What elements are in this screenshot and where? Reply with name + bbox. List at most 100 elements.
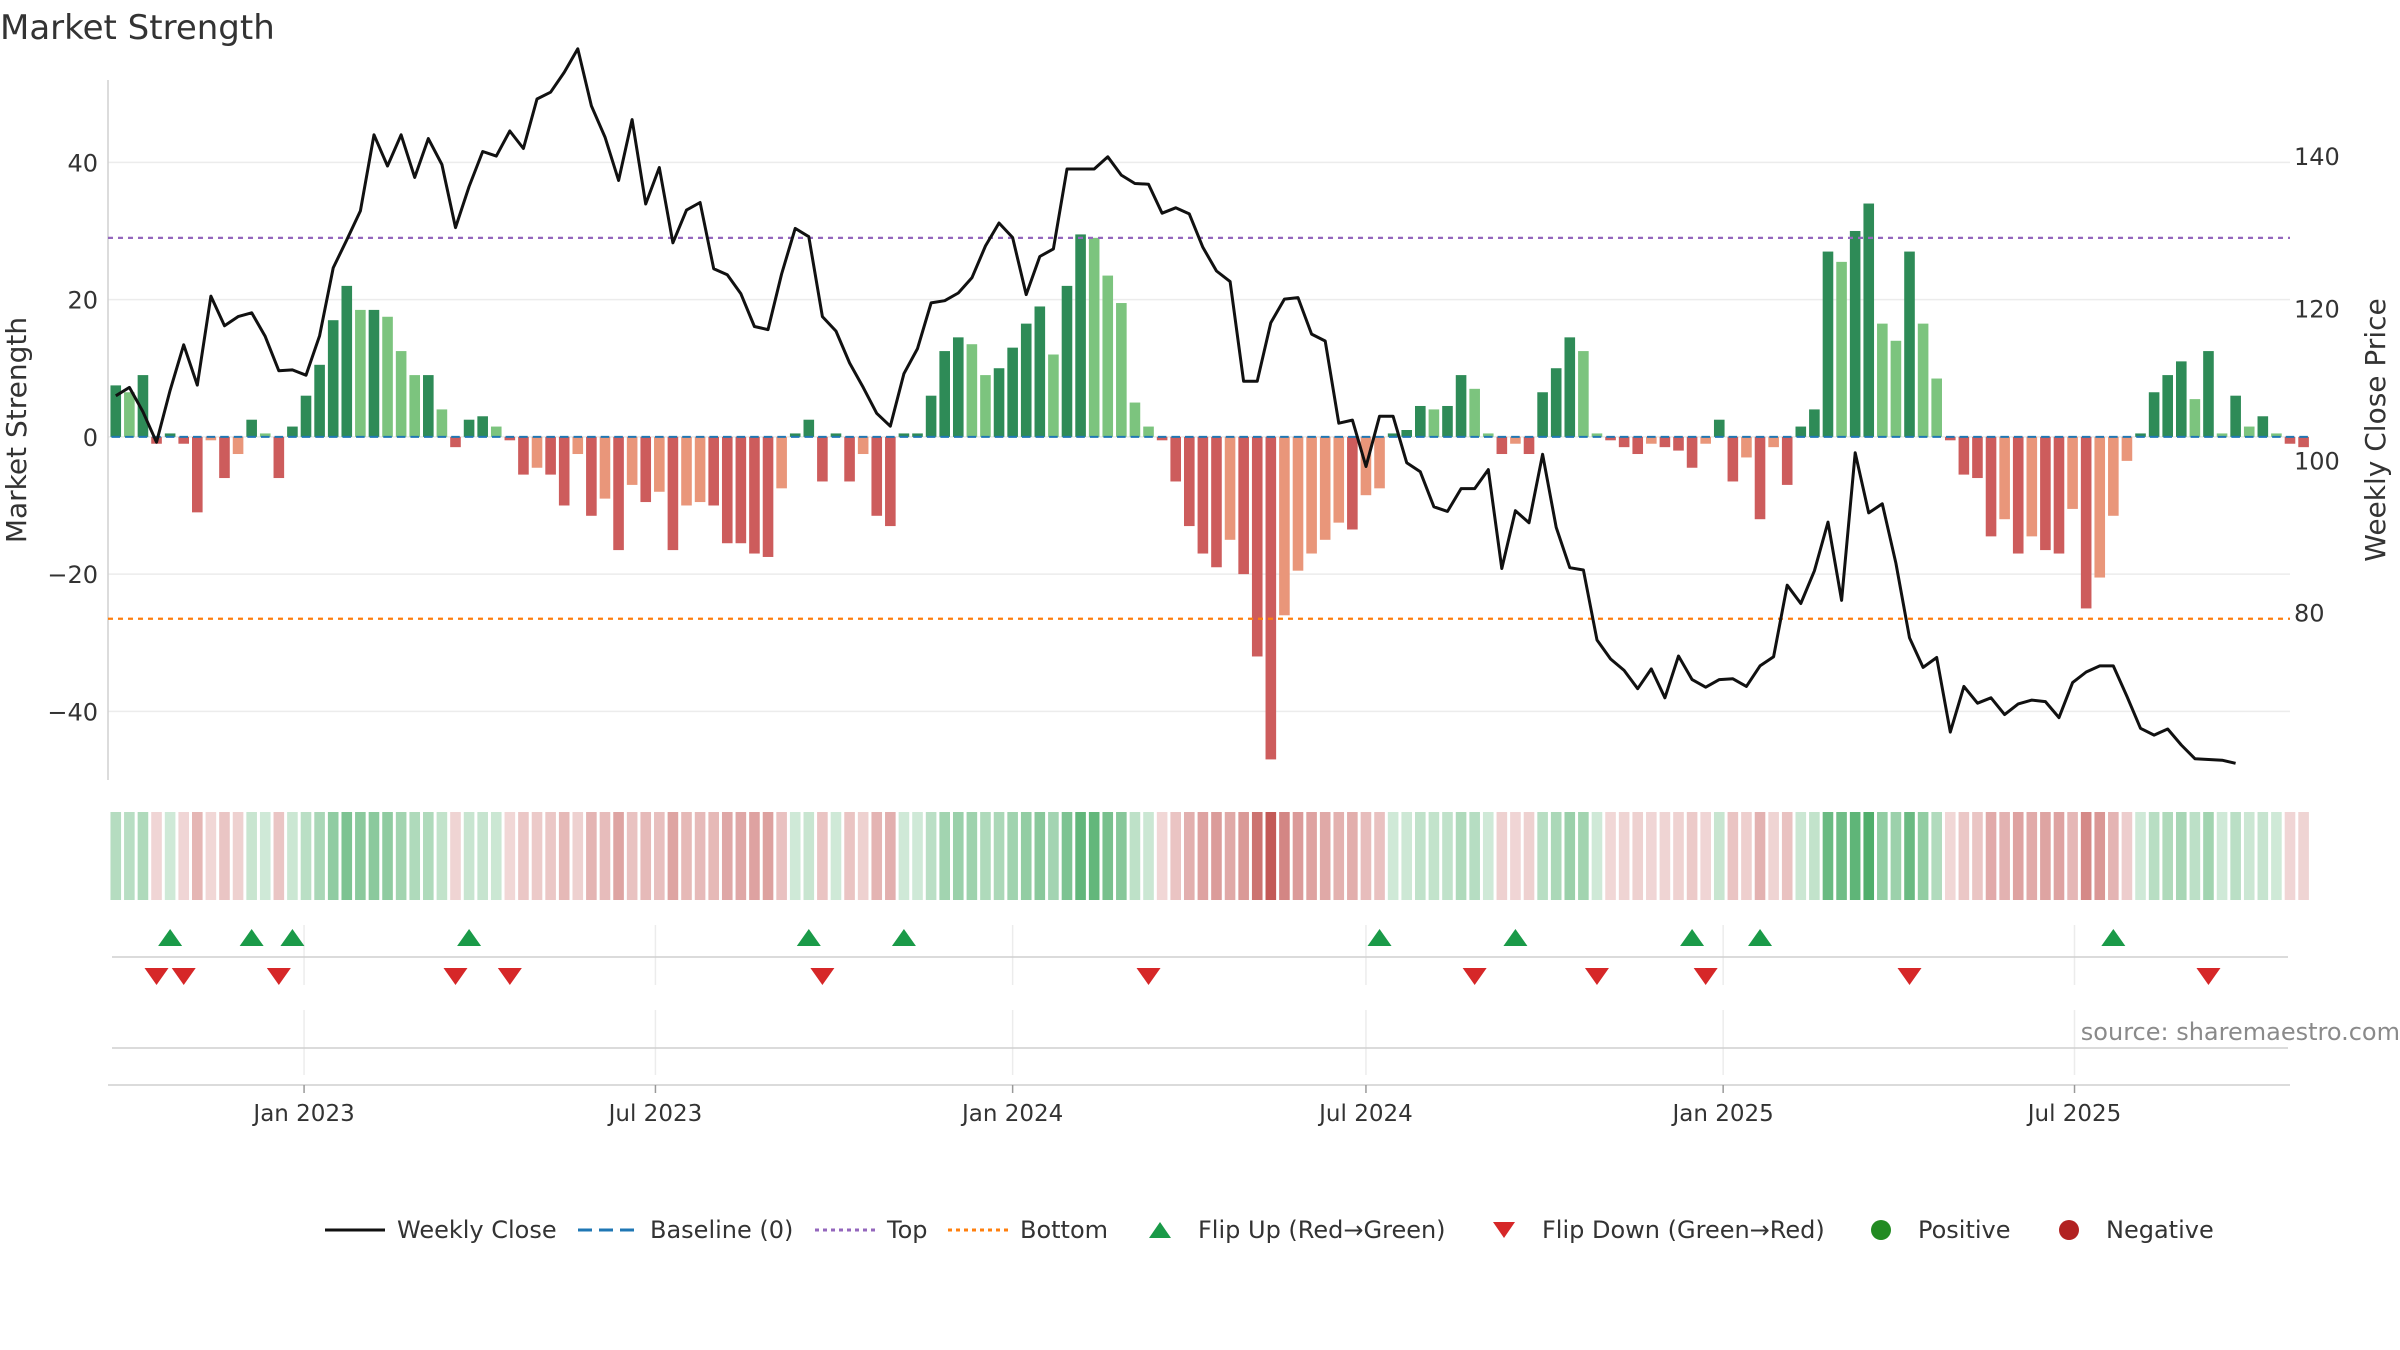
heat-cell bbox=[463, 812, 475, 900]
negative-bar bbox=[1496, 436, 1508, 455]
heat-cell bbox=[545, 812, 556, 900]
heat-cell bbox=[939, 812, 950, 900]
negative-bar bbox=[1265, 436, 1277, 760]
heat-cell bbox=[1931, 812, 1942, 900]
negative-bar bbox=[1768, 436, 1779, 448]
positive-bar bbox=[1890, 340, 1902, 437]
positive-bar bbox=[2175, 361, 2187, 437]
positive-bar bbox=[1116, 303, 1127, 437]
positive-bar bbox=[1469, 388, 1480, 437]
x-tick-label: Jan 2023 bbox=[251, 1101, 354, 1127]
heat-cell bbox=[2216, 812, 2228, 900]
positive-bar bbox=[2135, 433, 2146, 437]
positive-bar bbox=[2257, 416, 2269, 437]
heat-cell bbox=[1686, 812, 1698, 900]
positive-bar bbox=[2243, 426, 2255, 437]
y2-tick-label: 100 bbox=[2294, 447, 2340, 475]
heat-cell bbox=[395, 812, 407, 900]
heat-cell bbox=[1741, 812, 1752, 900]
heat-cell bbox=[735, 812, 747, 900]
negative-bar bbox=[1999, 436, 2010, 520]
legend-label: Bottom bbox=[1020, 1216, 1109, 1244]
heat-cell bbox=[1578, 812, 1589, 900]
negative-bar bbox=[1632, 436, 1644, 455]
positive-bar bbox=[1088, 237, 1100, 437]
positive-bar bbox=[1591, 433, 1603, 437]
negative-bar bbox=[1183, 436, 1195, 527]
heat-cell bbox=[1469, 812, 1480, 900]
positive-bar bbox=[1455, 375, 1467, 437]
heat-cell bbox=[1387, 812, 1399, 900]
heat-cell bbox=[259, 812, 271, 900]
heat-cell bbox=[409, 812, 421, 900]
positive-bar bbox=[1428, 409, 1440, 437]
legend-label: Weekly Close bbox=[397, 1216, 557, 1244]
heat-strip bbox=[110, 812, 2309, 900]
negative-bar bbox=[1700, 436, 1711, 444]
heat-cell bbox=[2135, 812, 2146, 900]
heat-cell bbox=[572, 812, 584, 900]
negative-bar bbox=[857, 436, 869, 455]
heat-cell bbox=[191, 812, 203, 900]
circle-icon bbox=[2059, 1220, 2079, 1240]
heat-cell bbox=[2094, 812, 2106, 900]
x-tick-label: Jul 2025 bbox=[2026, 1101, 2122, 1127]
positive-bar bbox=[1931, 378, 1942, 437]
legend-label: Flip Down (Green→Red) bbox=[1542, 1216, 1825, 1244]
heat-cell bbox=[708, 812, 719, 900]
positive-bar bbox=[2162, 375, 2173, 437]
negative-bar bbox=[1347, 436, 1358, 530]
negative-bar bbox=[1686, 436, 1698, 468]
negative-bar bbox=[654, 436, 665, 492]
positive-bar bbox=[341, 285, 353, 437]
heat-cell bbox=[110, 812, 122, 900]
heat-cell bbox=[2080, 812, 2092, 900]
heat-cell bbox=[1224, 812, 1236, 900]
heat-cell bbox=[2108, 812, 2119, 900]
negative-bar bbox=[2121, 436, 2133, 461]
positive-bar bbox=[1822, 251, 1834, 437]
dotted-line-icon bbox=[948, 1228, 1008, 1232]
negative-bar bbox=[205, 436, 217, 441]
legend-item-top: Top bbox=[815, 1210, 928, 1250]
flip-down-marker bbox=[171, 968, 196, 985]
positive-bar bbox=[1550, 368, 1562, 437]
negative-bar bbox=[2012, 436, 2024, 554]
positive-bar bbox=[2216, 433, 2228, 437]
heat-cell bbox=[341, 812, 353, 900]
positive-bar bbox=[395, 351, 407, 437]
heat-cell bbox=[558, 812, 570, 900]
negative-bar bbox=[667, 436, 679, 551]
heat-cell bbox=[1265, 812, 1277, 900]
heat-cell bbox=[2148, 812, 2160, 900]
legend-item-bottom: Bottom bbox=[948, 1210, 1108, 1250]
heat-cell bbox=[1985, 812, 1997, 900]
positive-bar bbox=[1129, 402, 1141, 437]
negative-bar bbox=[1727, 436, 1739, 482]
heat-cell bbox=[1768, 812, 1779, 900]
heat-cell bbox=[1809, 812, 1820, 900]
triangle-up-icon bbox=[1149, 1222, 1171, 1238]
strength-bars bbox=[110, 203, 2309, 760]
negative-bar bbox=[1741, 436, 1752, 458]
heat-cell bbox=[2284, 812, 2296, 900]
heat-cell bbox=[1890, 812, 1902, 900]
heat-cell bbox=[518, 812, 529, 900]
negative-bar bbox=[1197, 436, 1209, 554]
chart-title: Market Strength bbox=[0, 8, 275, 48]
heat-cell bbox=[2230, 812, 2241, 900]
heat-cell bbox=[857, 812, 869, 900]
heat-cell bbox=[667, 812, 679, 900]
heat-cell bbox=[1618, 812, 1630, 900]
flip-up-marker bbox=[1367, 929, 1392, 946]
negative-bar bbox=[1605, 436, 1616, 441]
heat-cell bbox=[246, 812, 257, 900]
heat-cell bbox=[1347, 812, 1358, 900]
negative-bar bbox=[721, 436, 733, 544]
heat-cell bbox=[1849, 812, 1861, 900]
negative-bar bbox=[531, 436, 543, 468]
flip-up-marker bbox=[1748, 929, 1773, 946]
negative-bar bbox=[586, 436, 597, 516]
positive-bar bbox=[1075, 234, 1086, 437]
positive-bar bbox=[925, 395, 937, 437]
